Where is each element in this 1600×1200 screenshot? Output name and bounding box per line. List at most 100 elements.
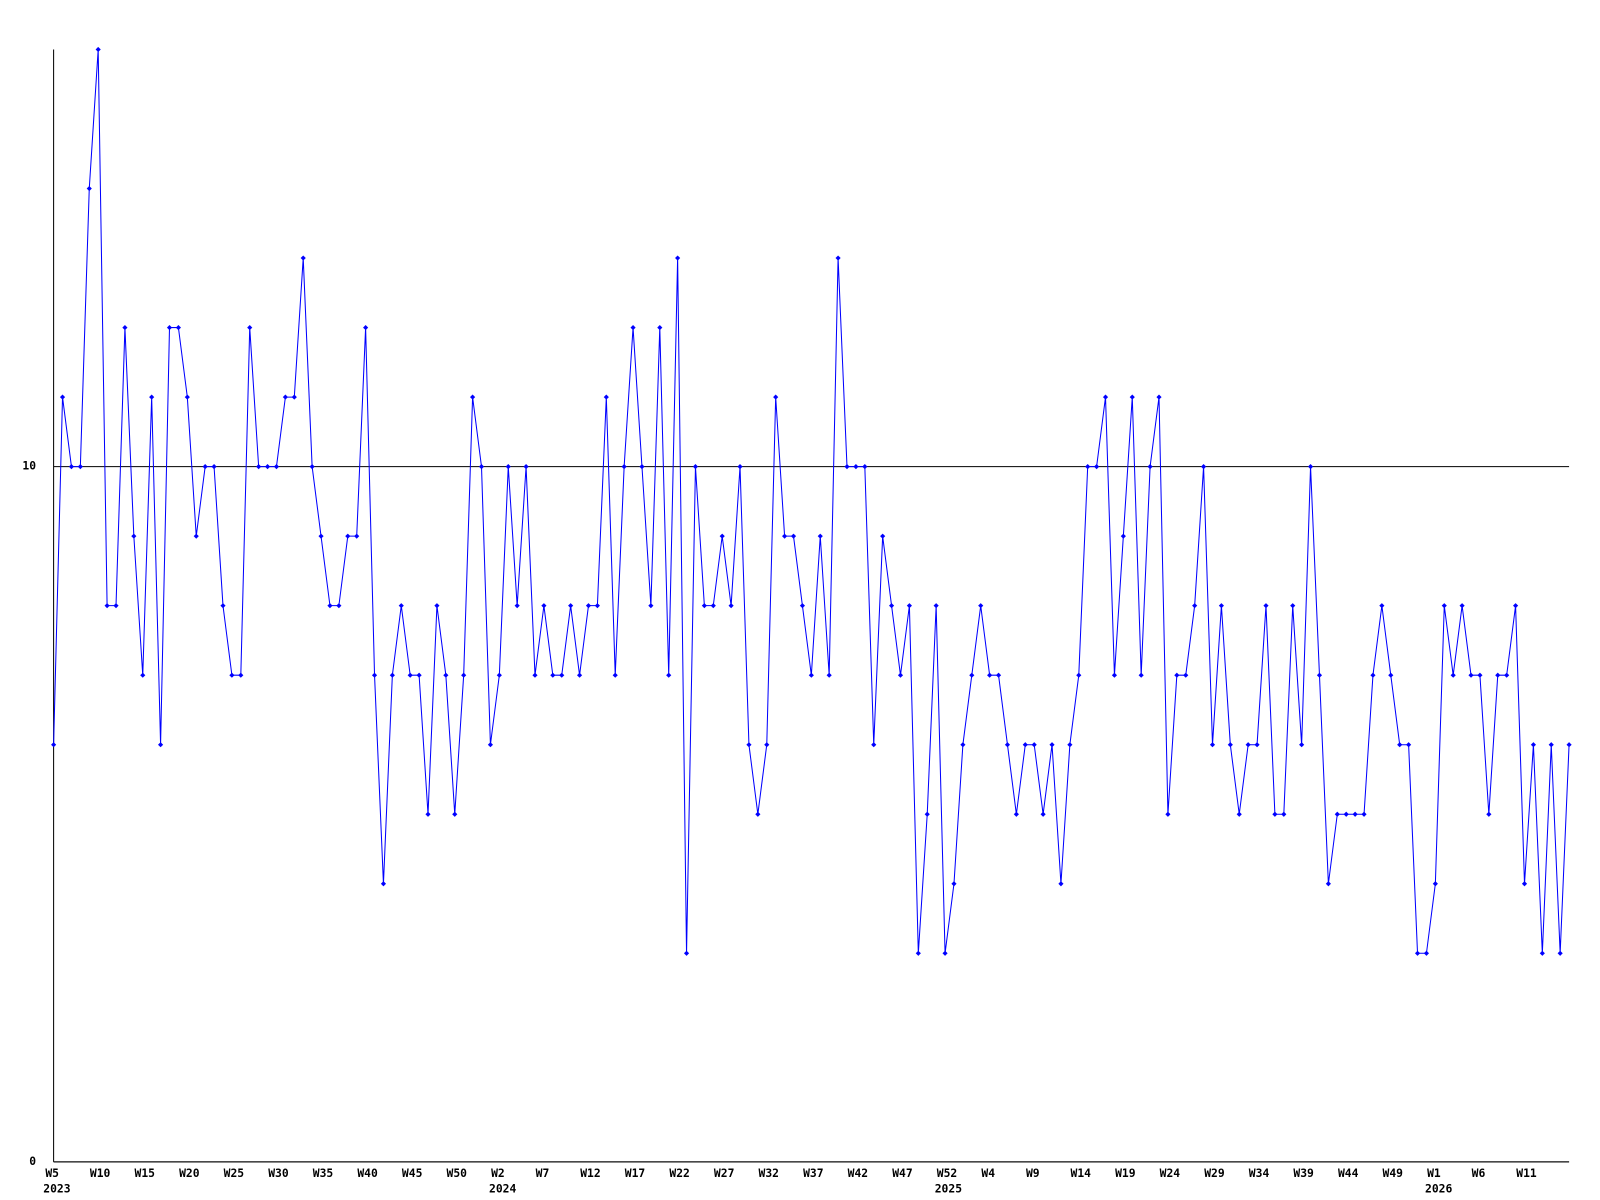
x-tick-label: W11 — [1516, 1166, 1537, 1180]
data-point — [1468, 672, 1474, 678]
data-point — [1147, 464, 1153, 470]
data-point — [59, 394, 66, 400]
data-point — [345, 533, 351, 539]
data-point — [1022, 742, 1028, 748]
data-point — [104, 603, 110, 609]
x-tick-label: W1 — [1427, 1166, 1441, 1180]
data-point — [1414, 950, 1421, 956]
data-point — [639, 464, 645, 470]
data-point — [1530, 742, 1536, 748]
data-point — [1245, 742, 1251, 748]
data-point — [122, 325, 128, 331]
data-point — [229, 672, 235, 678]
data-point — [318, 533, 324, 539]
data-point — [95, 46, 101, 53]
data-point — [247, 325, 253, 331]
data-point — [710, 603, 716, 609]
data-point — [211, 464, 217, 470]
x-tick-label: W10 — [90, 1166, 111, 1180]
data-point — [478, 464, 485, 470]
data-point — [354, 533, 360, 539]
x-tick-label: W42 — [848, 1166, 868, 1180]
data-point — [505, 464, 511, 470]
x-tick-label: W9 — [1026, 1166, 1040, 1180]
data-point — [1486, 811, 1492, 817]
data-point — [1076, 672, 1082, 678]
data-point — [1120, 533, 1126, 539]
x-tick-label: W37 — [803, 1166, 823, 1180]
x-tick-label: W7 — [536, 1166, 550, 1180]
data-point — [960, 742, 966, 748]
data-point — [603, 394, 609, 400]
data-point — [897, 672, 904, 678]
x-tick-label: W49 — [1383, 1166, 1404, 1180]
x-tick-label: W2 — [491, 1166, 505, 1180]
data-point — [817, 533, 823, 539]
data-point — [559, 672, 565, 678]
data-point — [1441, 603, 1447, 609]
data-point — [1129, 394, 1135, 400]
x-tick-label: W25 — [224, 1166, 245, 1180]
data-point — [238, 672, 244, 678]
data-point — [1432, 881, 1438, 887]
data-point — [790, 533, 797, 539]
data-point — [282, 394, 288, 400]
data-point — [140, 672, 146, 678]
data-point — [737, 464, 743, 470]
data-point — [264, 464, 271, 470]
data-point — [1183, 672, 1189, 678]
data-point — [193, 533, 199, 539]
x-tick-label: W47 — [892, 1166, 912, 1180]
data-point — [942, 950, 948, 956]
data-point — [1085, 464, 1091, 470]
data-point — [594, 603, 600, 609]
data-point — [630, 325, 636, 331]
data-point — [746, 742, 752, 748]
x-year-label: 2025 — [935, 1182, 962, 1196]
x-year-label: 2026 — [1425, 1182, 1452, 1196]
data-point — [1058, 881, 1064, 887]
data-point — [541, 603, 547, 609]
data-point — [425, 811, 431, 817]
data-point — [585, 603, 592, 609]
data-point — [1031, 742, 1037, 748]
data-point — [657, 325, 663, 331]
data-point — [1406, 742, 1412, 748]
data-point — [1477, 672, 1483, 678]
data-point — [728, 603, 734, 609]
data-point — [1423, 950, 1430, 956]
data-point — [300, 255, 306, 261]
data-point — [835, 255, 841, 261]
data-point — [1379, 603, 1385, 609]
data-point — [1370, 672, 1376, 678]
data-point — [1067, 742, 1073, 748]
x-year-label: 2023 — [43, 1182, 70, 1196]
data-point — [1138, 672, 1144, 678]
y-tick-label: 0 — [29, 1154, 36, 1168]
data-point — [799, 603, 806, 609]
data-point — [496, 672, 502, 678]
data-point — [782, 533, 788, 539]
data-point — [532, 672, 538, 678]
data-point — [1272, 811, 1278, 817]
data-point — [77, 464, 83, 470]
data-point — [256, 464, 262, 470]
x-tick-label: W40 — [357, 1166, 378, 1180]
data-point — [808, 672, 814, 678]
data-point — [1539, 950, 1545, 956]
data-point — [1513, 603, 1519, 609]
data-point — [51, 742, 57, 748]
data-point — [1236, 811, 1242, 817]
data-point — [906, 603, 912, 609]
x-tick-label: W45 — [402, 1166, 423, 1180]
x-tick-label: W4 — [981, 1166, 995, 1180]
x-tick-label: W44 — [1338, 1166, 1359, 1180]
x-tick-label: W39 — [1293, 1166, 1314, 1180]
data-point — [1343, 811, 1349, 817]
data-point — [523, 464, 529, 470]
data-point — [86, 185, 92, 192]
data-point — [158, 742, 164, 748]
x-tick-label: W24 — [1160, 1166, 1181, 1180]
